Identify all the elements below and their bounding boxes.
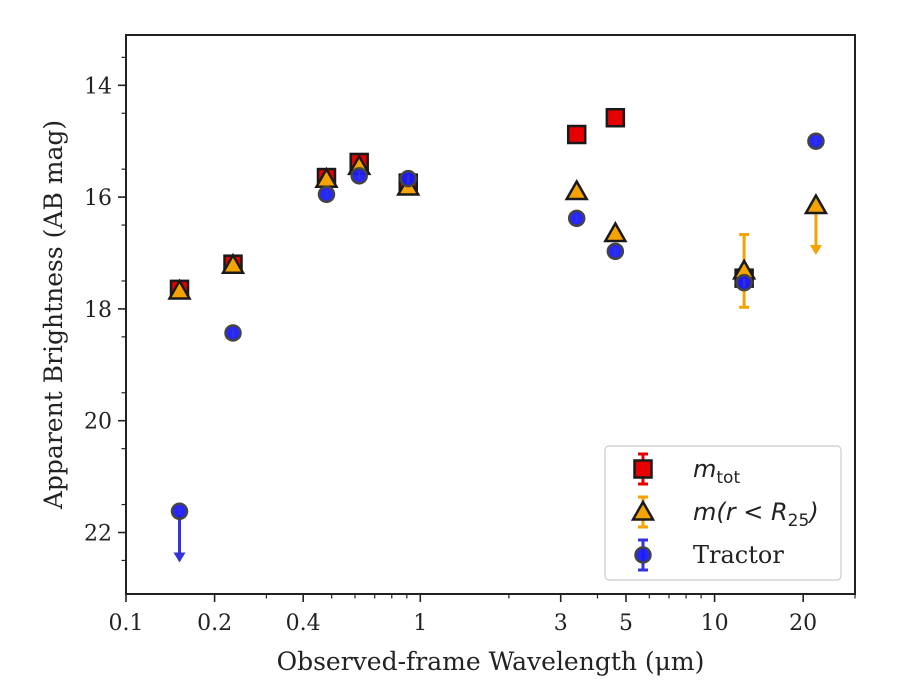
legend-label-base: m bbox=[693, 498, 716, 526]
legend-label-text: (r < R bbox=[716, 498, 787, 526]
plot-frame bbox=[125, 34, 856, 595]
legend-marker bbox=[633, 459, 653, 479]
y-axis: 14 16 18 20 22 bbox=[84, 56, 126, 562]
x-axis: 0.1 0.2 0.4 1 3 5 10 20 bbox=[109, 594, 856, 636]
x-tick-label: 3 bbox=[554, 611, 568, 636]
x-tick-label: 5 bbox=[619, 611, 633, 636]
x-tick-label: 20 bbox=[789, 611, 817, 636]
series-0 bbox=[169, 107, 754, 300]
series-2 bbox=[170, 132, 825, 563]
upper-limit-arrowhead bbox=[173, 552, 186, 563]
y-tick-label: 22 bbox=[84, 522, 112, 547]
legend-label-0: mtot bbox=[693, 455, 740, 488]
upper-limit-arrowhead bbox=[809, 245, 822, 256]
y-axis-label: Apparent Brightness (AB mag) bbox=[39, 120, 68, 510]
legend-marker bbox=[630, 499, 656, 521]
legend-box bbox=[604, 445, 842, 581]
y-tick-label: 16 bbox=[84, 186, 112, 211]
legend-label-sub: 25 bbox=[788, 511, 810, 531]
x-tick-label: 0.4 bbox=[286, 611, 321, 636]
y-tick-label: 18 bbox=[84, 298, 112, 323]
plot-marks bbox=[167, 107, 829, 563]
x-tick-label: 0.2 bbox=[197, 611, 232, 636]
y-tick-label: 20 bbox=[84, 410, 112, 435]
x-tick-label: 1 bbox=[413, 611, 427, 636]
x-tick-label: 10 bbox=[701, 611, 729, 636]
legend-label-sub: tot bbox=[716, 468, 740, 488]
y-tick-label: 14 bbox=[84, 74, 112, 99]
series-1 bbox=[167, 153, 829, 309]
legend-label-close: ) bbox=[807, 498, 818, 526]
legend-label-1: m(r < R25) bbox=[693, 498, 819, 531]
legend-marker bbox=[634, 546, 652, 564]
legend-label-base: m bbox=[693, 455, 716, 483]
x-tick-label: 0.1 bbox=[109, 611, 144, 636]
x-axis-label: Observed-frame Wavelength (μm) bbox=[277, 647, 705, 676]
legend-label-2: Tractor bbox=[693, 541, 784, 569]
